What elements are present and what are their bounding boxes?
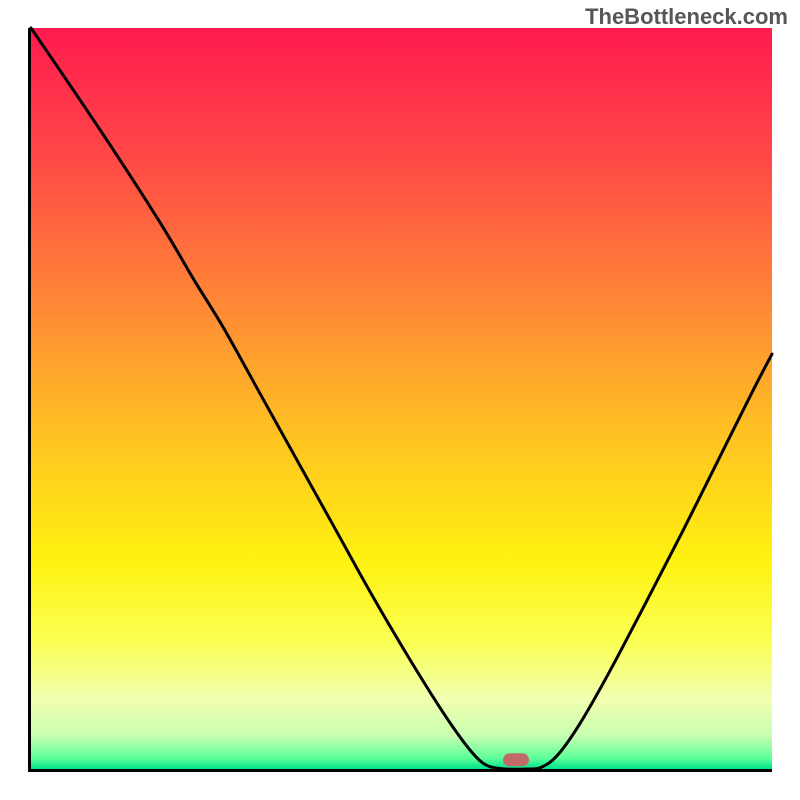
optimal-point-marker [503, 753, 529, 766]
bottleneck-curve [31, 28, 772, 769]
chart-plot-area [28, 28, 772, 772]
watermark-text: TheBottleneck.com [585, 4, 788, 30]
